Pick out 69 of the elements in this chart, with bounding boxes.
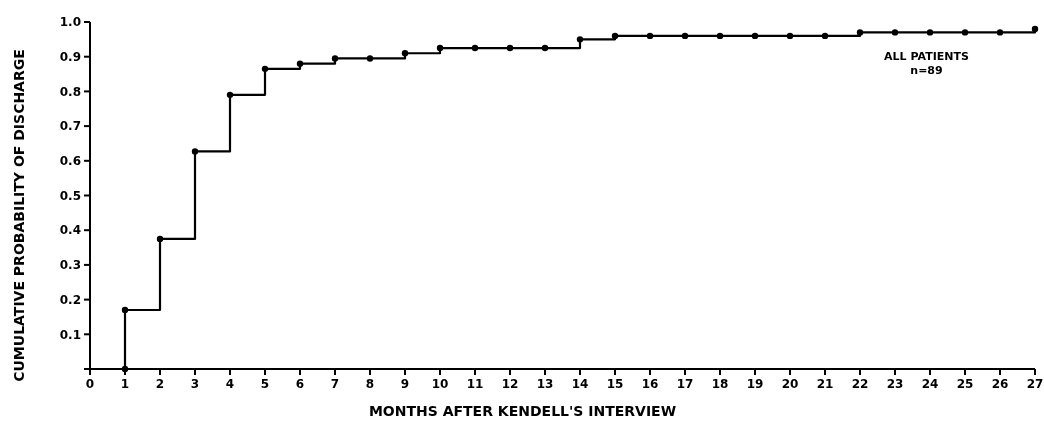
y-tick-label: 0.2: [59, 292, 81, 307]
y-tick-label: 0.7: [59, 119, 81, 134]
x-axis-title: MONTHS AFTER KENDELL'S INTERVIEW: [368, 403, 677, 419]
point: [541, 44, 549, 52]
point: [786, 32, 794, 40]
point: [1031, 25, 1039, 33]
x-tick-label: 4: [225, 377, 235, 391]
y-axis-title: CUMULATIVE PROBABILITY OF DISCHARGE: [11, 49, 27, 382]
x-tick-label: 16: [641, 377, 659, 391]
x-tick-label: 24: [921, 377, 939, 391]
x-tick-label: 11: [466, 377, 484, 391]
x-tick-label: 6: [295, 377, 305, 391]
x-tick-label: 5: [260, 377, 270, 391]
y-tick-label: 0.6: [59, 154, 81, 168]
x-tick-label: 21: [816, 377, 834, 391]
point: [226, 91, 234, 99]
point: [891, 29, 899, 36]
x-tick-label: 18: [711, 377, 729, 391]
y-tick-label: 0.5: [59, 188, 81, 203]
x-tick-label: 26: [991, 377, 1009, 391]
point: [751, 32, 759, 40]
x-tick-label: 14: [571, 377, 589, 391]
y-tick-label: 1.0: [59, 15, 81, 30]
point: [996, 29, 1004, 36]
y-tick-label: 0.4: [59, 223, 81, 238]
point: [436, 44, 444, 52]
x-tick-label: 17: [676, 377, 694, 391]
x-tick-label: 9: [400, 377, 410, 391]
point: [121, 306, 129, 314]
point: [506, 44, 514, 52]
x-tick-label: 15: [606, 377, 624, 391]
x-tick-label: 1: [120, 377, 130, 391]
x-tick-label: 22: [851, 377, 869, 391]
point: [331, 55, 339, 62]
y-tick-label: 0.3: [59, 258, 81, 273]
point: [926, 29, 934, 36]
annotation: ALL PATIENTS: [884, 50, 969, 63]
point: [961, 29, 969, 36]
x-tick-label: 7: [330, 377, 340, 391]
point: [261, 65, 269, 73]
point: [611, 32, 619, 40]
point: [191, 148, 199, 155]
x-tick-label: 0: [85, 377, 95, 391]
x-tick-label: 13: [536, 377, 554, 391]
x-tick-label: 23: [886, 377, 904, 391]
y-tick-label: 0.1: [59, 327, 81, 342]
x-tick-label: 10: [431, 377, 449, 391]
x-tick-label: 2: [155, 377, 165, 391]
point: [401, 50, 409, 57]
y-tick-label: 0.8: [59, 84, 81, 99]
x-tick-label: 25: [956, 377, 974, 391]
point: [296, 60, 304, 67]
annotation: n=89: [910, 64, 943, 77]
point: [366, 55, 374, 62]
x-tick-label: 3: [190, 377, 200, 391]
point: [646, 32, 654, 40]
point: [156, 235, 164, 243]
y-tick-label: 0.9: [59, 49, 81, 64]
x-tick-label: 20: [781, 377, 799, 391]
x-tick-label: 8: [365, 377, 375, 391]
point: [821, 32, 829, 40]
x-tick-label: 19: [746, 377, 764, 391]
point: [576, 36, 584, 43]
x-tick-label: 12: [501, 377, 519, 391]
point: [681, 32, 689, 40]
point: [716, 32, 724, 40]
point: [856, 29, 864, 36]
point: [471, 44, 479, 52]
x-tick-label: 27: [1026, 377, 1044, 391]
